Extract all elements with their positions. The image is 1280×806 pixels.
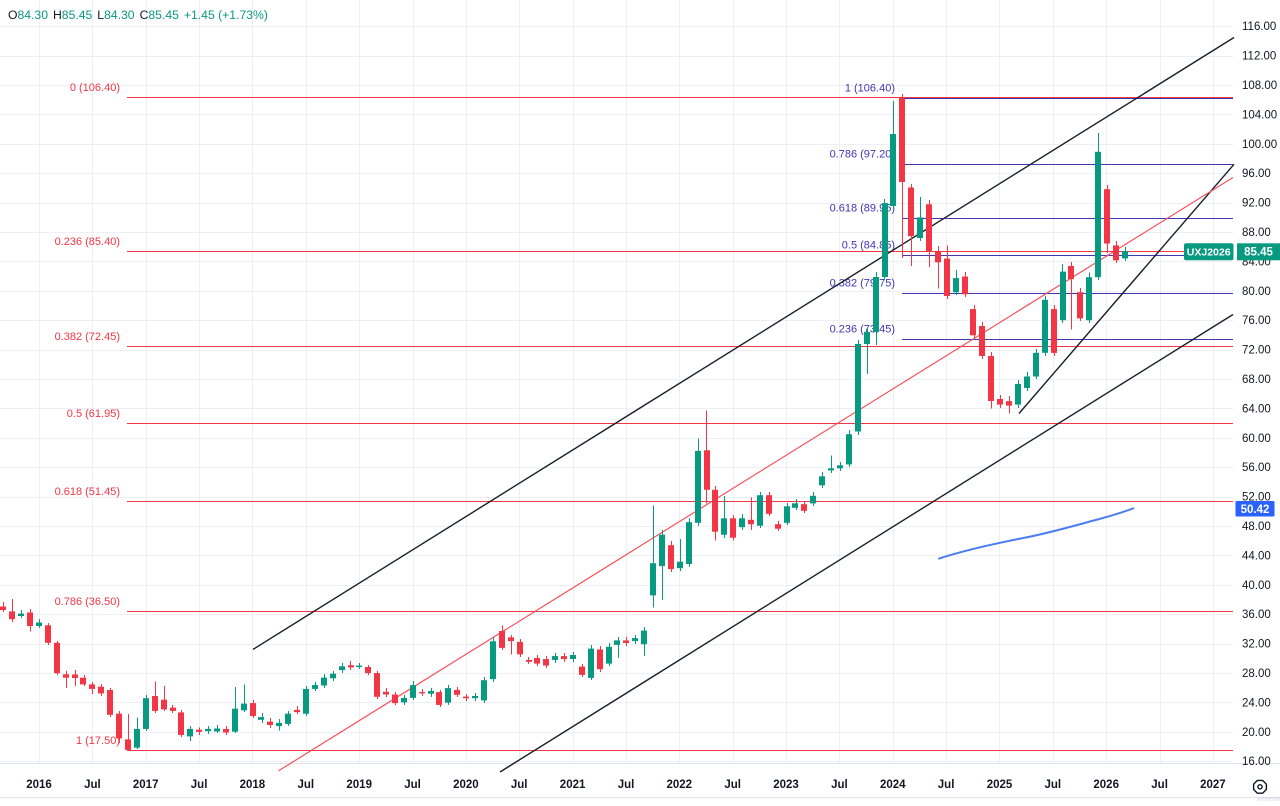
svg-text:76.00: 76.00 <box>1242 315 1271 327</box>
svg-text:0.5 (84.85): 0.5 (84.85) <box>842 240 895 252</box>
svg-text:85.45: 85.45 <box>1244 247 1273 259</box>
svg-text:2024: 2024 <box>880 779 906 791</box>
svg-text:36.00: 36.00 <box>1242 609 1271 621</box>
svg-text:20.00: 20.00 <box>1242 727 1271 739</box>
svg-text:2018: 2018 <box>240 779 266 791</box>
svg-text:Jul: Jul <box>511 779 528 791</box>
svg-text:100.00: 100.00 <box>1242 139 1277 151</box>
svg-text:2021: 2021 <box>560 779 586 791</box>
svg-text:Jul: Jul <box>404 779 421 791</box>
svg-text:2022: 2022 <box>667 779 693 791</box>
svg-text:16.00: 16.00 <box>1242 756 1271 768</box>
svg-text:80.00: 80.00 <box>1242 286 1271 298</box>
svg-text:116.00: 116.00 <box>1242 21 1276 33</box>
svg-text:0.236 (85.40): 0.236 (85.40) <box>55 236 120 248</box>
svg-text:2020: 2020 <box>453 779 479 791</box>
svg-text:0.5 (61.95): 0.5 (61.95) <box>67 408 120 420</box>
svg-text:60.00: 60.00 <box>1242 433 1271 445</box>
svg-text:48.00: 48.00 <box>1242 521 1271 533</box>
svg-text:28.00: 28.00 <box>1242 668 1271 680</box>
svg-text:0.236 (73.45): 0.236 (73.45) <box>830 324 895 336</box>
svg-text:56.00: 56.00 <box>1242 462 1271 474</box>
svg-text:32.00: 32.00 <box>1242 639 1271 651</box>
svg-text:52.00: 52.00 <box>1242 492 1271 504</box>
svg-text:50.42: 50.42 <box>1241 504 1270 516</box>
svg-text:UXJ2026: UXJ2026 <box>1187 247 1231 259</box>
svg-text:0.618 (89.95): 0.618 (89.95) <box>830 203 895 215</box>
svg-text:Jul: Jul <box>938 779 955 791</box>
svg-text:2016: 2016 <box>26 779 52 791</box>
svg-text:92.00: 92.00 <box>1242 198 1271 210</box>
svg-text:44.00: 44.00 <box>1242 550 1271 562</box>
svg-text:64.00: 64.00 <box>1242 403 1271 415</box>
svg-text:Jul: Jul <box>84 779 101 791</box>
svg-text:40.00: 40.00 <box>1242 580 1271 592</box>
svg-text:68.00: 68.00 <box>1242 374 1271 386</box>
svg-text:88.00: 88.00 <box>1242 227 1271 239</box>
svg-text:1 (106.40): 1 (106.40) <box>845 83 895 95</box>
svg-text:Jul: Jul <box>724 779 741 791</box>
svg-text:96.00: 96.00 <box>1242 168 1271 180</box>
svg-text:0.618 (51.45): 0.618 (51.45) <box>55 486 120 498</box>
svg-text:72.00: 72.00 <box>1242 345 1271 357</box>
svg-text:0 (106.40): 0 (106.40) <box>70 82 120 94</box>
svg-text:2026: 2026 <box>1093 779 1119 791</box>
svg-text:2019: 2019 <box>346 779 372 791</box>
svg-text:2023: 2023 <box>773 779 799 791</box>
svg-text:0.786 (36.50): 0.786 (36.50) <box>55 596 120 608</box>
svg-text:Jul: Jul <box>1044 779 1061 791</box>
svg-text:0.786 (97.20): 0.786 (97.20) <box>830 149 895 161</box>
svg-text:108.00: 108.00 <box>1242 80 1277 92</box>
svg-text:Jul: Jul <box>191 779 208 791</box>
svg-text:104.00: 104.00 <box>1242 109 1277 121</box>
svg-text:Jul: Jul <box>297 779 314 791</box>
svg-text:Jul: Jul <box>831 779 848 791</box>
svg-text:Jul: Jul <box>618 779 635 791</box>
svg-text:24.00: 24.00 <box>1242 697 1271 709</box>
svg-text:2017: 2017 <box>133 779 159 791</box>
svg-text:Jul: Jul <box>1151 779 1168 791</box>
svg-text:112.00: 112.00 <box>1242 51 1276 63</box>
svg-text:2025: 2025 <box>987 779 1013 791</box>
svg-text:2027: 2027 <box>1200 779 1226 791</box>
svg-text:0.382 (72.45): 0.382 (72.45) <box>55 331 120 343</box>
svg-text:1 (17.50): 1 (17.50) <box>76 735 120 747</box>
